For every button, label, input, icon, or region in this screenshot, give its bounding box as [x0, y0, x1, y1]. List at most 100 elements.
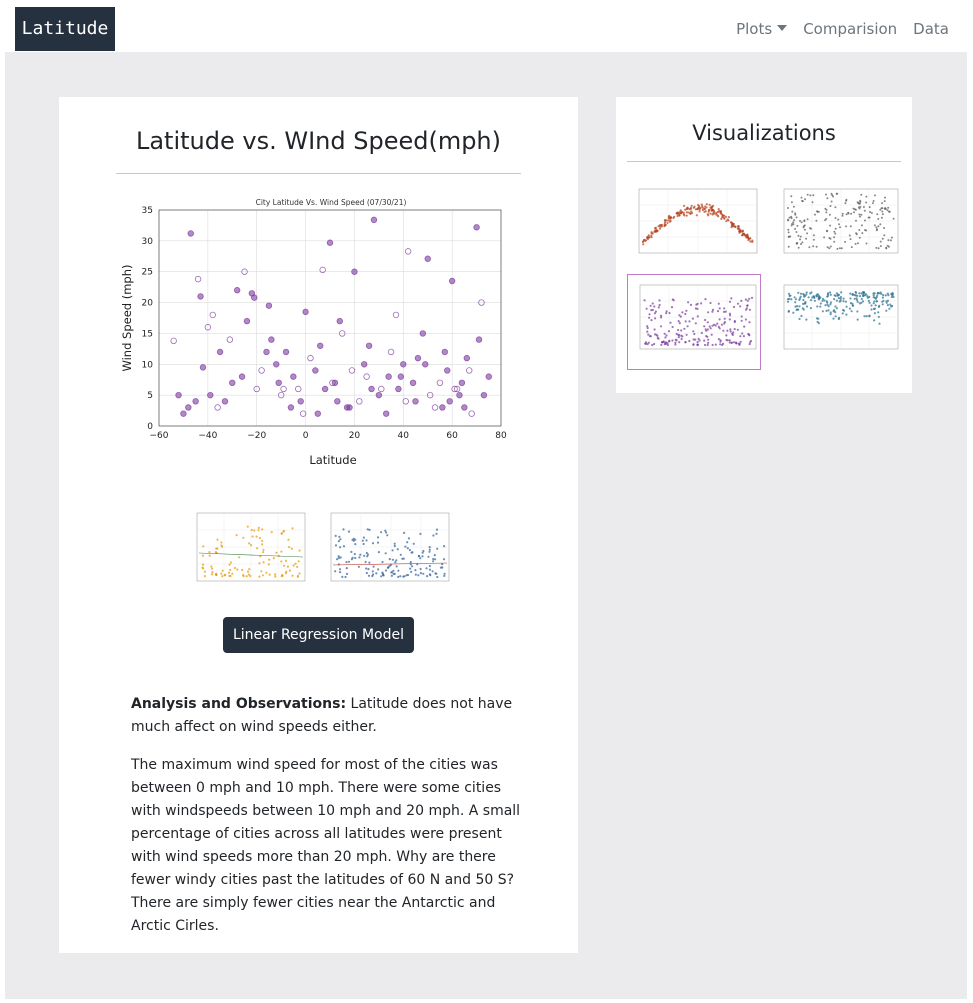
thumbnail-point — [795, 216, 798, 219]
thumbnail-point — [665, 312, 668, 315]
thumbnail-point — [829, 224, 832, 227]
thumbnail-point — [287, 538, 290, 541]
thumbnail-point — [802, 292, 805, 296]
x-tick-label: 0 — [303, 431, 309, 441]
scatter-point — [243, 317, 251, 325]
thumbnail-point — [819, 305, 822, 308]
thumbnail-point — [837, 218, 840, 221]
thumbnail-point — [797, 246, 800, 249]
thumbnail-point — [885, 301, 888, 304]
thumbnail-point — [409, 567, 412, 570]
southern-regression-thumbnail[interactable] — [185, 505, 309, 595]
thumbnail-point — [826, 197, 829, 200]
thumbnail-point — [720, 217, 723, 220]
thumbnail-point — [684, 320, 687, 323]
thumbnail-point — [375, 572, 378, 575]
analysis-body: The maximum wind speed for most of the c… — [131, 757, 521, 934]
thumbnail-point — [692, 343, 695, 346]
x-tick-label: −40 — [198, 431, 217, 441]
thumbnail-point — [649, 335, 652, 338]
thumbnail-point — [201, 563, 205, 566]
thumbnail-point — [881, 207, 884, 210]
scatter-point — [395, 385, 402, 393]
thumbnail-point — [442, 558, 446, 561]
thumbnail-point — [393, 542, 396, 545]
thumbnail-point — [887, 245, 890, 248]
thumbnail-point — [800, 221, 803, 224]
thumbnail-point — [791, 210, 794, 213]
thumbnail-point — [664, 219, 667, 222]
scatter-point — [229, 379, 236, 386]
thumbnail-point — [730, 297, 733, 300]
thumbnail-point — [879, 240, 882, 243]
thumbnail-point — [659, 225, 662, 228]
nav-comparison[interactable]: Comparision — [803, 20, 898, 38]
thumbnail-point — [211, 567, 214, 570]
thumbnail-point — [835, 192, 838, 195]
thumbnail-point — [722, 342, 725, 345]
thumbnail-point — [227, 571, 231, 574]
thumbnail-point — [658, 303, 661, 307]
thumbnail-point — [750, 296, 754, 299]
thumbnail-point — [246, 570, 250, 573]
thumbnail-point — [837, 297, 840, 300]
thumbnail-point — [671, 339, 674, 342]
scatter-point — [451, 385, 458, 393]
thumbnail-point — [829, 311, 832, 314]
thumbnail-point — [334, 544, 338, 547]
thumbnail-point — [855, 298, 859, 301]
thumbnail-point — [238, 556, 241, 559]
thumbnail-point — [339, 546, 342, 549]
thumbnail-point — [280, 550, 283, 553]
thumbnail-point — [667, 330, 671, 333]
thumbnail-point — [853, 208, 856, 211]
thumbnail-point — [688, 320, 691, 323]
thumbnail-point — [829, 291, 832, 294]
thumbnail-point — [272, 557, 275, 560]
thumbnail-point — [290, 547, 293, 550]
thumbnail-point — [849, 297, 852, 300]
thumbnail-point — [877, 217, 880, 220]
thumbnail-point — [729, 330, 732, 333]
thumbnail-point — [249, 544, 253, 547]
thumbnail-point — [877, 225, 880, 228]
thumbnail-point — [722, 310, 726, 313]
thumbnail-point — [855, 232, 858, 235]
scatter-point — [299, 410, 307, 417]
thumbnail-point — [286, 565, 289, 568]
thumbnail-point — [646, 326, 649, 330]
thumbnail-point — [649, 304, 652, 307]
thumbnail-point — [443, 545, 446, 548]
thumbnail-point — [435, 528, 439, 531]
thumbnail-point — [744, 298, 747, 301]
thumbnail-point — [879, 208, 882, 211]
viz-thumbnail-humidity[interactable] — [772, 275, 902, 367]
nav-plots-dropdown[interactable]: Plots — [736, 20, 788, 38]
thumbnail-point — [844, 240, 847, 243]
thumbnail-point — [390, 571, 394, 574]
viz-thumbnail-cloudiness[interactable] — [772, 179, 902, 271]
thumbnail-point — [853, 294, 856, 297]
scatter-point — [365, 342, 373, 349]
thumbnail-point — [258, 562, 261, 565]
linear-regression-button[interactable]: Linear Regression Model — [223, 617, 414, 653]
thumbnail-point — [659, 224, 662, 227]
viz-thumbnail-wind-speed[interactable] — [627, 274, 761, 370]
thumbnail-point — [876, 213, 879, 216]
scatter-point — [475, 336, 483, 343]
thumbnail-point — [255, 535, 258, 538]
thumbnail-point — [751, 239, 754, 242]
thumbnail-point — [366, 553, 370, 556]
thumbnail-point — [653, 312, 656, 315]
thumbnail-point — [251, 535, 254, 538]
thumbnail-point — [717, 208, 720, 211]
viz-thumbnail-max-temp[interactable] — [627, 179, 761, 271]
thumbnail-point — [368, 561, 371, 564]
thumbnail-point — [298, 572, 301, 575]
northern-regression-thumbnail[interactable] — [319, 505, 453, 595]
nav-data[interactable]: Data — [913, 20, 949, 38]
thumbnail-point — [873, 319, 876, 322]
brand-logo[interactable]: Latitude — [15, 7, 115, 51]
x-tick-label: 80 — [495, 431, 507, 441]
thumbnail-point — [707, 341, 710, 344]
